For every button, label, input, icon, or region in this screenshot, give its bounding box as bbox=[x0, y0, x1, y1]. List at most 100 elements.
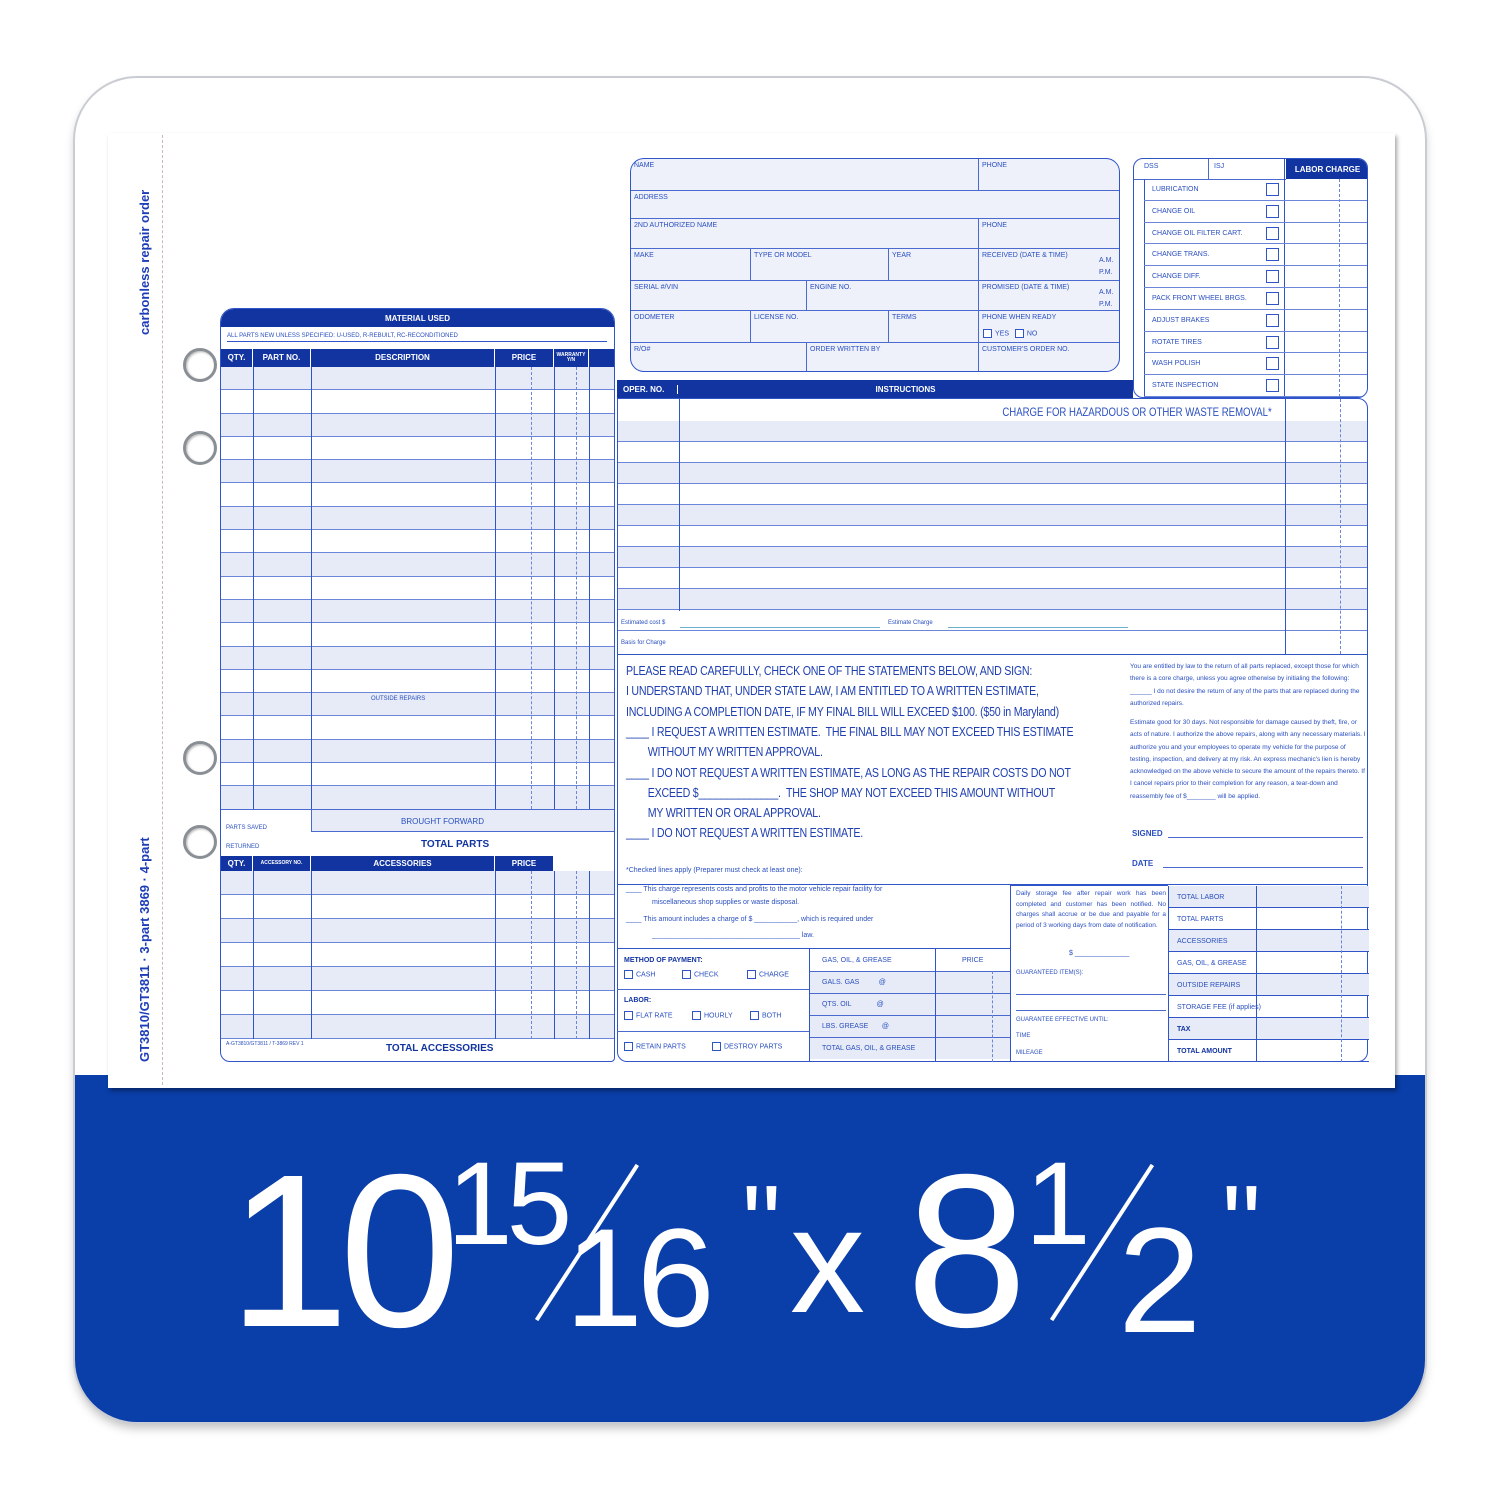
hourly-option[interactable]: HOURLY bbox=[692, 1011, 733, 1020]
instruction-row[interactable] bbox=[618, 547, 1367, 568]
field-second-name[interactable]: 2ND AUTHORIZED NAME bbox=[631, 219, 979, 249]
checklist-item[interactable]: LUBRICATION bbox=[1144, 179, 1367, 201]
instruction-row[interactable] bbox=[618, 505, 1367, 526]
table-row[interactable] bbox=[221, 991, 614, 1015]
table-row[interactable] bbox=[221, 367, 614, 391]
total-row[interactable] bbox=[1169, 1018, 1369, 1040]
total-row[interactable] bbox=[1169, 1040, 1369, 1062]
table-row[interactable] bbox=[221, 693, 614, 717]
table-row[interactable] bbox=[221, 717, 614, 740]
table-row[interactable] bbox=[221, 739, 614, 764]
instruction-row[interactable] bbox=[618, 421, 1367, 442]
total-row[interactable] bbox=[1169, 974, 1369, 996]
checkbox[interactable] bbox=[747, 970, 756, 979]
gas-row[interactable] bbox=[810, 1037, 1010, 1059]
checkbox[interactable] bbox=[712, 1042, 721, 1051]
checklist-item[interactable]: WASH POLISH bbox=[1144, 353, 1367, 376]
checklist-item[interactable]: CHANGE TRANS. bbox=[1144, 244, 1367, 267]
field-model[interactable]: TYPE OR MODEL bbox=[751, 249, 889, 281]
table-row[interactable] bbox=[221, 895, 614, 919]
field-received[interactable]: RECEIVED (DATE & TIME) bbox=[979, 249, 1119, 281]
field-customer-order[interactable]: CUSTOMER'S ORDER NO. bbox=[979, 343, 1119, 371]
checkbox[interactable] bbox=[1266, 226, 1279, 240]
field-engine[interactable]: ENGINE NO. bbox=[807, 281, 979, 311]
table-row[interactable] bbox=[221, 786, 614, 810]
instruction-row[interactable] bbox=[618, 442, 1367, 463]
checkbox[interactable] bbox=[682, 970, 691, 979]
storage-fee-line[interactable]: $ ______________ bbox=[1069, 950, 1130, 957]
gas-row[interactable] bbox=[810, 971, 1010, 993]
table-row[interactable] bbox=[221, 530, 614, 554]
table-row[interactable] bbox=[221, 506, 614, 531]
both-option[interactable]: BOTH bbox=[750, 1011, 781, 1020]
total-row[interactable] bbox=[1169, 886, 1369, 908]
checklist-item[interactable]: CHANGE DIFF. bbox=[1144, 266, 1367, 288]
checkbox[interactable] bbox=[750, 1011, 759, 1020]
table-row[interactable] bbox=[221, 623, 614, 647]
checklist-item[interactable]: CHANGE OIL FILTER CART. bbox=[1144, 223, 1367, 245]
table-row[interactable] bbox=[221, 484, 614, 507]
total-row[interactable] bbox=[1169, 930, 1369, 952]
field-phone2[interactable]: PHONE bbox=[979, 219, 1119, 249]
field-make[interactable]: MAKE bbox=[631, 249, 751, 281]
date-line[interactable] bbox=[1163, 867, 1363, 868]
field-written-by[interactable]: ORDER WRITTEN BY bbox=[807, 343, 979, 371]
table-row[interactable] bbox=[221, 670, 614, 694]
instruction-row[interactable] bbox=[618, 484, 1367, 505]
field-odometer[interactable]: ODOMETER bbox=[631, 311, 751, 343]
field-serial[interactable]: SERIAL #/VIN bbox=[631, 281, 807, 311]
checkbox[interactable] bbox=[1266, 270, 1279, 284]
checkbox[interactable] bbox=[692, 1011, 701, 1020]
checkbox[interactable] bbox=[1266, 183, 1279, 196]
instruction-row[interactable] bbox=[618, 610, 1367, 631]
table-row[interactable] bbox=[221, 919, 614, 943]
total-row[interactable] bbox=[1169, 952, 1369, 974]
table-row[interactable] bbox=[221, 390, 614, 414]
checklist-item[interactable]: PACK FRONT WHEEL BRGS. bbox=[1144, 288, 1367, 310]
instruction-row[interactable] bbox=[618, 589, 1367, 610]
table-row[interactable] bbox=[221, 871, 614, 895]
signature-line[interactable] bbox=[1168, 837, 1363, 838]
field-name[interactable]: NAME bbox=[631, 159, 979, 191]
checkbox[interactable] bbox=[624, 1042, 633, 1051]
table-row[interactable] bbox=[221, 460, 614, 484]
checklist-item[interactable]: ROTATE TIRES bbox=[1144, 332, 1367, 354]
retain-parts-option[interactable]: RETAIN PARTS bbox=[624, 1042, 686, 1051]
table-row[interactable] bbox=[221, 943, 614, 967]
checkbox[interactable] bbox=[1266, 313, 1279, 327]
table-row[interactable] bbox=[221, 1015, 614, 1039]
checkbox[interactable] bbox=[1266, 335, 1279, 349]
instruction-row[interactable] bbox=[618, 568, 1367, 589]
check-option[interactable]: CHECK bbox=[682, 970, 719, 979]
yes-checkbox[interactable] bbox=[983, 329, 992, 338]
checkbox[interactable] bbox=[1266, 379, 1279, 393]
field-license[interactable]: LICENSE NO. bbox=[751, 311, 889, 343]
table-row[interactable] bbox=[221, 600, 614, 624]
table-row[interactable] bbox=[221, 967, 614, 991]
charge-option[interactable]: CHARGE bbox=[747, 970, 789, 979]
table-row[interactable] bbox=[221, 437, 614, 461]
checklist-item[interactable]: ADJUST BRAKES bbox=[1144, 310, 1367, 332]
table-row[interactable] bbox=[221, 577, 614, 600]
instruction-row[interactable] bbox=[618, 526, 1367, 547]
estimate-charge-line[interactable] bbox=[948, 627, 1128, 628]
destroy-parts-option[interactable]: DESTROY PARTS bbox=[712, 1042, 782, 1051]
checkbox[interactable] bbox=[1266, 248, 1279, 262]
checklist-item[interactable]: STATE INSPECTION bbox=[1144, 375, 1367, 397]
table-row[interactable] bbox=[221, 763, 614, 787]
cash-option[interactable]: CASH bbox=[624, 970, 655, 979]
gas-row[interactable] bbox=[810, 1015, 1010, 1037]
table-row[interactable] bbox=[221, 413, 614, 437]
checkbox[interactable] bbox=[624, 970, 633, 979]
field-year[interactable]: YEAR bbox=[889, 249, 979, 281]
checkbox[interactable] bbox=[1266, 292, 1279, 305]
flat-rate-option[interactable]: FLAT RATE bbox=[624, 1011, 673, 1020]
total-row[interactable] bbox=[1169, 908, 1369, 930]
checkbox[interactable] bbox=[624, 1011, 633, 1020]
no-checkbox[interactable] bbox=[1014, 329, 1024, 338]
checkbox[interactable] bbox=[1266, 204, 1279, 218]
gas-row[interactable] bbox=[810, 993, 1010, 1015]
field-phone[interactable]: PHONE bbox=[979, 159, 1119, 191]
instruction-row[interactable] bbox=[618, 463, 1367, 484]
field-ro[interactable]: R/O# bbox=[631, 343, 807, 371]
